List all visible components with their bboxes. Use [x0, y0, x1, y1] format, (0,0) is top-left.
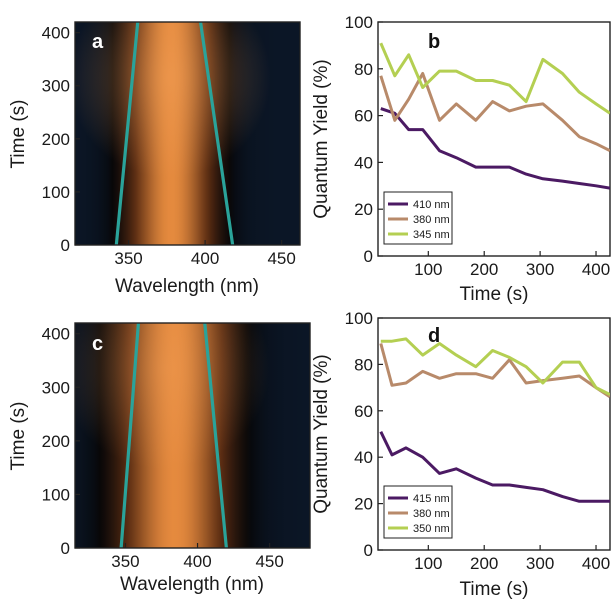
y-tick-label-d-2: 40 [354, 448, 373, 467]
x-tick-label-d-0: 100 [414, 554, 442, 573]
y-axis-title-d: Quantum Yield (%) [311, 354, 332, 513]
x-axis-title-d: Time (s) [460, 579, 529, 600]
fit-lines-a [114, 22, 235, 245]
x-tick-label-d-3: 400 [582, 554, 610, 573]
y-tick-label-a-1: 100 [42, 183, 70, 202]
y-tick-label-a-3: 300 [42, 77, 70, 96]
legend-label-b-0: 410 nm [413, 199, 450, 211]
series-line-d-1 [379, 343, 610, 399]
y-axis-title-a: Time (s) [8, 100, 29, 169]
legend-b: 410 nm 380 nm 345 nm [383, 191, 453, 245]
y-tick-label-d-3: 60 [354, 402, 373, 421]
legend-label-d-0: 415 nm [413, 493, 450, 505]
y-tick-label-b-4: 80 [354, 60, 373, 79]
x-tick-label-c-1: 400 [183, 552, 211, 571]
legend-label-b-2: 345 nm [413, 229, 450, 241]
y-axis-title-c: Time (s) [8, 402, 29, 471]
x-axis-title-b: Time (s) [460, 284, 529, 305]
x-tick-label-b-1: 200 [470, 260, 498, 279]
y-tick-label-c-3: 300 [42, 378, 70, 397]
panel-label-a: a [92, 31, 104, 53]
series-line-b-2 [379, 42, 610, 115]
y-tick-label-d-1: 20 [354, 495, 373, 514]
panel-label-c: c [92, 333, 103, 355]
x-tick-label-a-2: 450 [267, 249, 295, 268]
x-tick-label-b-2: 300 [526, 260, 554, 279]
fit-lines-c [119, 323, 228, 548]
x-tick-label-d-1: 200 [470, 554, 498, 573]
y-tick-label-d-4: 80 [354, 355, 373, 374]
y-axis-title-b: Quantum Yield (%) [311, 59, 332, 218]
series-line-b-0 [380, 107, 610, 190]
y-tick-label-a-4: 400 [42, 24, 70, 43]
axis-ticks-b: 100 200 300 400 0 20 40 60 80 100 [345, 13, 611, 279]
series-group-b [379, 42, 610, 190]
y-tick-label-b-0: 0 [364, 247, 373, 266]
panel-c-heatmap: 350 400 450 0 100 200 300 400 c Wavelength (nm)… [8, 322, 311, 595]
panel-b-line-chart: 100 200 300 400 0 20 40 60 80 100 b 410 nm 380 nm 3… [311, 13, 611, 305]
legend-label-d-2: 350 nm [413, 523, 450, 535]
y-tick-label-d-0: 0 [364, 541, 373, 560]
panel-label-b: b [428, 31, 440, 53]
heatmap-a-frame [74, 21, 301, 246]
series-line-d-0 [379, 431, 610, 503]
y-tick-label-c-1: 100 [42, 485, 70, 504]
x-tick-label-d-2: 300 [526, 554, 554, 573]
y-tick-label-a-0: 0 [61, 236, 70, 255]
y-tick-label-d-5: 100 [345, 309, 373, 328]
y-tick-label-b-3: 60 [354, 107, 373, 126]
axis-ticks-c: 350 400 450 0 100 200 300 400 [42, 325, 284, 571]
axis-ticks-a: 350 400 450 0 100 200 300 400 [42, 24, 296, 268]
heatmap-c-highlight [75, 323, 310, 548]
y-tick-label-a-2: 200 [42, 130, 70, 149]
fit-line-a-1 [198, 22, 235, 245]
x-tick-label-b-3: 400 [582, 260, 610, 279]
y-tick-label-c-2: 200 [42, 432, 70, 451]
fit-line-c-0 [119, 323, 141, 548]
series-group-d [379, 337, 610, 503]
panel-d-line-chart: 100 200 300 400 0 20 40 60 80 100 d 415 nm 380 nm 3… [311, 309, 611, 600]
fit-line-a-0 [114, 22, 140, 245]
legend-label-d-1: 380 nm [413, 508, 450, 520]
x-tick-label-c-0: 350 [111, 552, 139, 571]
panel-label-d: d [428, 325, 440, 347]
x-tick-label-b-0: 100 [414, 260, 442, 279]
x-tick-label-a-1: 400 [191, 249, 219, 268]
y-tick-label-b-5: 100 [345, 13, 373, 32]
fit-line-c-1 [203, 323, 228, 548]
x-axis-title-a: Wavelength (nm) [115, 276, 259, 297]
y-tick-label-b-2: 40 [354, 153, 373, 172]
legend-d: 415 nm 380 nm 350 nm [383, 485, 453, 539]
axis-ticks-d: 100 200 300 400 0 20 40 60 80 100 [345, 309, 611, 573]
panel-a-heatmap: 350 400 450 0 100 200 300 400 a Wavelength (nm)… [8, 21, 301, 297]
x-axis-title-c: Wavelength (nm) [120, 574, 264, 595]
heatmap-c-frame [74, 322, 311, 549]
heatmap-a-highlight [75, 22, 300, 245]
x-tick-label-c-2: 450 [255, 552, 283, 571]
series-line-d-2 [380, 337, 610, 396]
y-tick-label-c-0: 0 [61, 539, 70, 558]
x-tick-label-a-0: 350 [114, 249, 142, 268]
legend-label-b-1: 380 nm [413, 214, 450, 226]
y-tick-label-b-1: 20 [354, 200, 373, 219]
series-line-b-1 [379, 72, 610, 153]
y-tick-label-c-4: 400 [42, 325, 70, 344]
